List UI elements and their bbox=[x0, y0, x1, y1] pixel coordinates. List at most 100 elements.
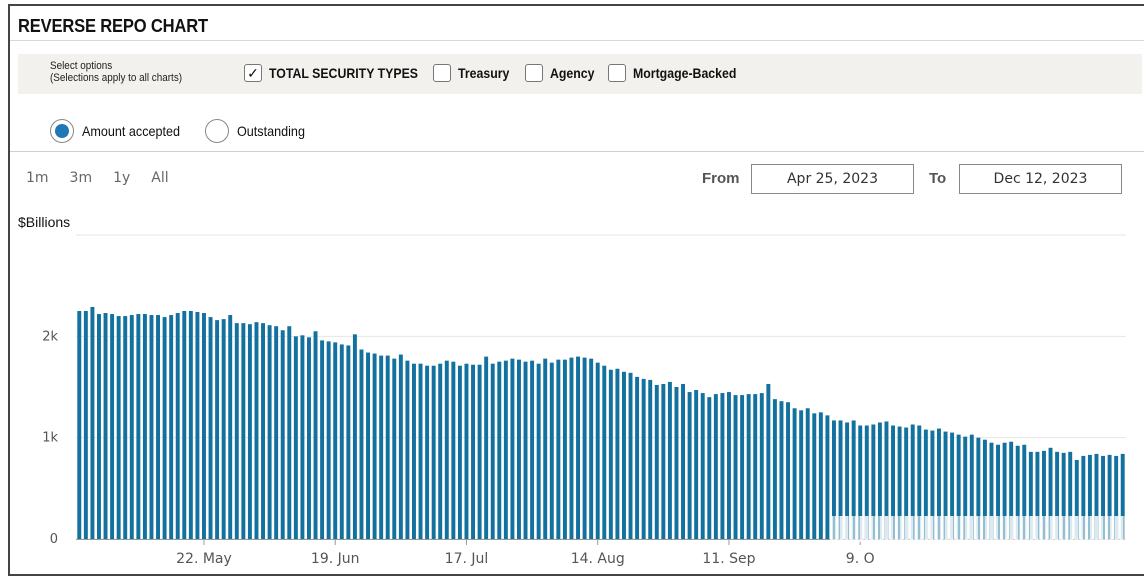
check-icon: ✓ bbox=[247, 65, 259, 81]
bar bbox=[300, 335, 305, 539]
bar bbox=[398, 354, 403, 539]
to-label: To bbox=[929, 170, 947, 187]
bar bbox=[503, 360, 508, 539]
bar bbox=[799, 410, 804, 539]
bar bbox=[667, 381, 672, 539]
bar bbox=[910, 424, 915, 539]
bar bbox=[727, 392, 731, 539]
bar bbox=[313, 331, 318, 539]
bar bbox=[484, 356, 489, 539]
checkbox-agency[interactable]: Agency bbox=[525, 62, 601, 84]
bar bbox=[1068, 451, 1073, 539]
checkbox-label-treasury: Treasury bbox=[458, 65, 510, 81]
checkbox-box-treasury[interactable] bbox=[433, 64, 451, 82]
bar bbox=[674, 387, 679, 539]
bar bbox=[320, 340, 325, 539]
bar bbox=[930, 430, 935, 539]
y-axis-units-label: $Billions bbox=[18, 214, 71, 230]
bar bbox=[477, 364, 482, 539]
range-button-all[interactable]: All bbox=[151, 170, 169, 186]
bar bbox=[83, 311, 88, 539]
bar bbox=[517, 359, 521, 539]
checkbox-box-total[interactable]: ✓ bbox=[244, 64, 262, 82]
bar bbox=[188, 311, 193, 539]
bar bbox=[372, 353, 377, 539]
bar bbox=[818, 412, 823, 539]
checkbox-box-mortgage[interactable] bbox=[608, 64, 626, 82]
bar bbox=[963, 436, 968, 539]
range-button-3m[interactable]: 3m bbox=[69, 170, 93, 186]
to-date-input[interactable]: Dec 12, 2023 bbox=[959, 164, 1122, 194]
bar bbox=[772, 399, 777, 539]
bar bbox=[982, 439, 987, 539]
bar bbox=[77, 311, 82, 539]
radio-amount-accepted[interactable]: Amount accepted bbox=[50, 119, 191, 143]
range-button-1y[interactable]: 1y bbox=[113, 170, 131, 186]
bar bbox=[267, 325, 272, 539]
bar bbox=[274, 326, 279, 539]
bar bbox=[877, 422, 882, 539]
title-divider bbox=[10, 40, 1144, 41]
bar bbox=[431, 365, 436, 539]
bar bbox=[366, 352, 370, 539]
bar bbox=[136, 314, 141, 539]
radio-button-amount[interactable] bbox=[50, 119, 74, 143]
bar bbox=[766, 383, 771, 539]
bar bbox=[1061, 452, 1066, 539]
options-bar: Select options (Selections apply to all … bbox=[18, 54, 1142, 94]
bar bbox=[438, 363, 443, 539]
checkbox-total-security-types[interactable]: ✓ TOTAL SECURITY TYPES bbox=[244, 62, 438, 84]
bar bbox=[681, 383, 685, 539]
x-tick-label: 22. May bbox=[176, 551, 232, 567]
bar bbox=[103, 313, 108, 539]
radio-selected-dot bbox=[55, 124, 69, 138]
bar bbox=[713, 394, 718, 539]
bar bbox=[129, 315, 134, 539]
bar bbox=[175, 313, 180, 539]
checkbox-box-agency[interactable] bbox=[525, 64, 543, 82]
bar bbox=[1015, 445, 1020, 539]
checkbox-treasury[interactable]: Treasury bbox=[433, 62, 516, 84]
x-tick-label: 11. Sep bbox=[702, 551, 755, 567]
radio-button-outstanding[interactable] bbox=[204, 119, 229, 143]
bar bbox=[405, 360, 410, 539]
bar bbox=[687, 392, 692, 539]
bar bbox=[326, 341, 331, 539]
bar bbox=[582, 357, 587, 539]
bar bbox=[589, 358, 594, 539]
bar bbox=[464, 363, 469, 539]
checkbox-mortgage-backed[interactable]: Mortgage-Backed bbox=[608, 62, 750, 84]
bar bbox=[779, 401, 784, 539]
bar bbox=[1022, 444, 1027, 539]
bar bbox=[641, 378, 646, 539]
bar bbox=[602, 365, 607, 539]
bar bbox=[510, 358, 515, 539]
bar bbox=[1101, 455, 1105, 539]
checkbox-label-agency: Agency bbox=[550, 65, 595, 81]
bar bbox=[425, 365, 430, 539]
bar bbox=[156, 315, 160, 539]
controls-divider bbox=[10, 151, 1144, 152]
x-tick-label: 17. Jul bbox=[445, 551, 489, 567]
bar bbox=[1002, 442, 1007, 539]
y-tick-label: 0 bbox=[50, 532, 58, 547]
bar bbox=[1114, 455, 1119, 539]
bar bbox=[832, 420, 836, 539]
bar bbox=[234, 323, 239, 539]
radio-label-amount: Amount accepted bbox=[82, 123, 181, 139]
bar bbox=[720, 393, 725, 539]
range-button-1m[interactable]: 1m bbox=[26, 170, 49, 186]
bar bbox=[1048, 447, 1053, 539]
bar bbox=[904, 427, 909, 539]
from-date-input[interactable]: Apr 25, 2023 bbox=[751, 164, 914, 194]
bar bbox=[851, 420, 856, 539]
range-selector: 1m 3m 1y All bbox=[26, 170, 190, 186]
bar bbox=[490, 363, 495, 539]
bar bbox=[228, 315, 233, 539]
bar bbox=[976, 437, 981, 539]
bar bbox=[247, 324, 252, 539]
x-tick-label: 19. Jun bbox=[311, 551, 360, 567]
bar bbox=[471, 364, 475, 539]
radio-outstanding[interactable]: Outstanding bbox=[204, 119, 313, 143]
bar bbox=[116, 316, 121, 539]
